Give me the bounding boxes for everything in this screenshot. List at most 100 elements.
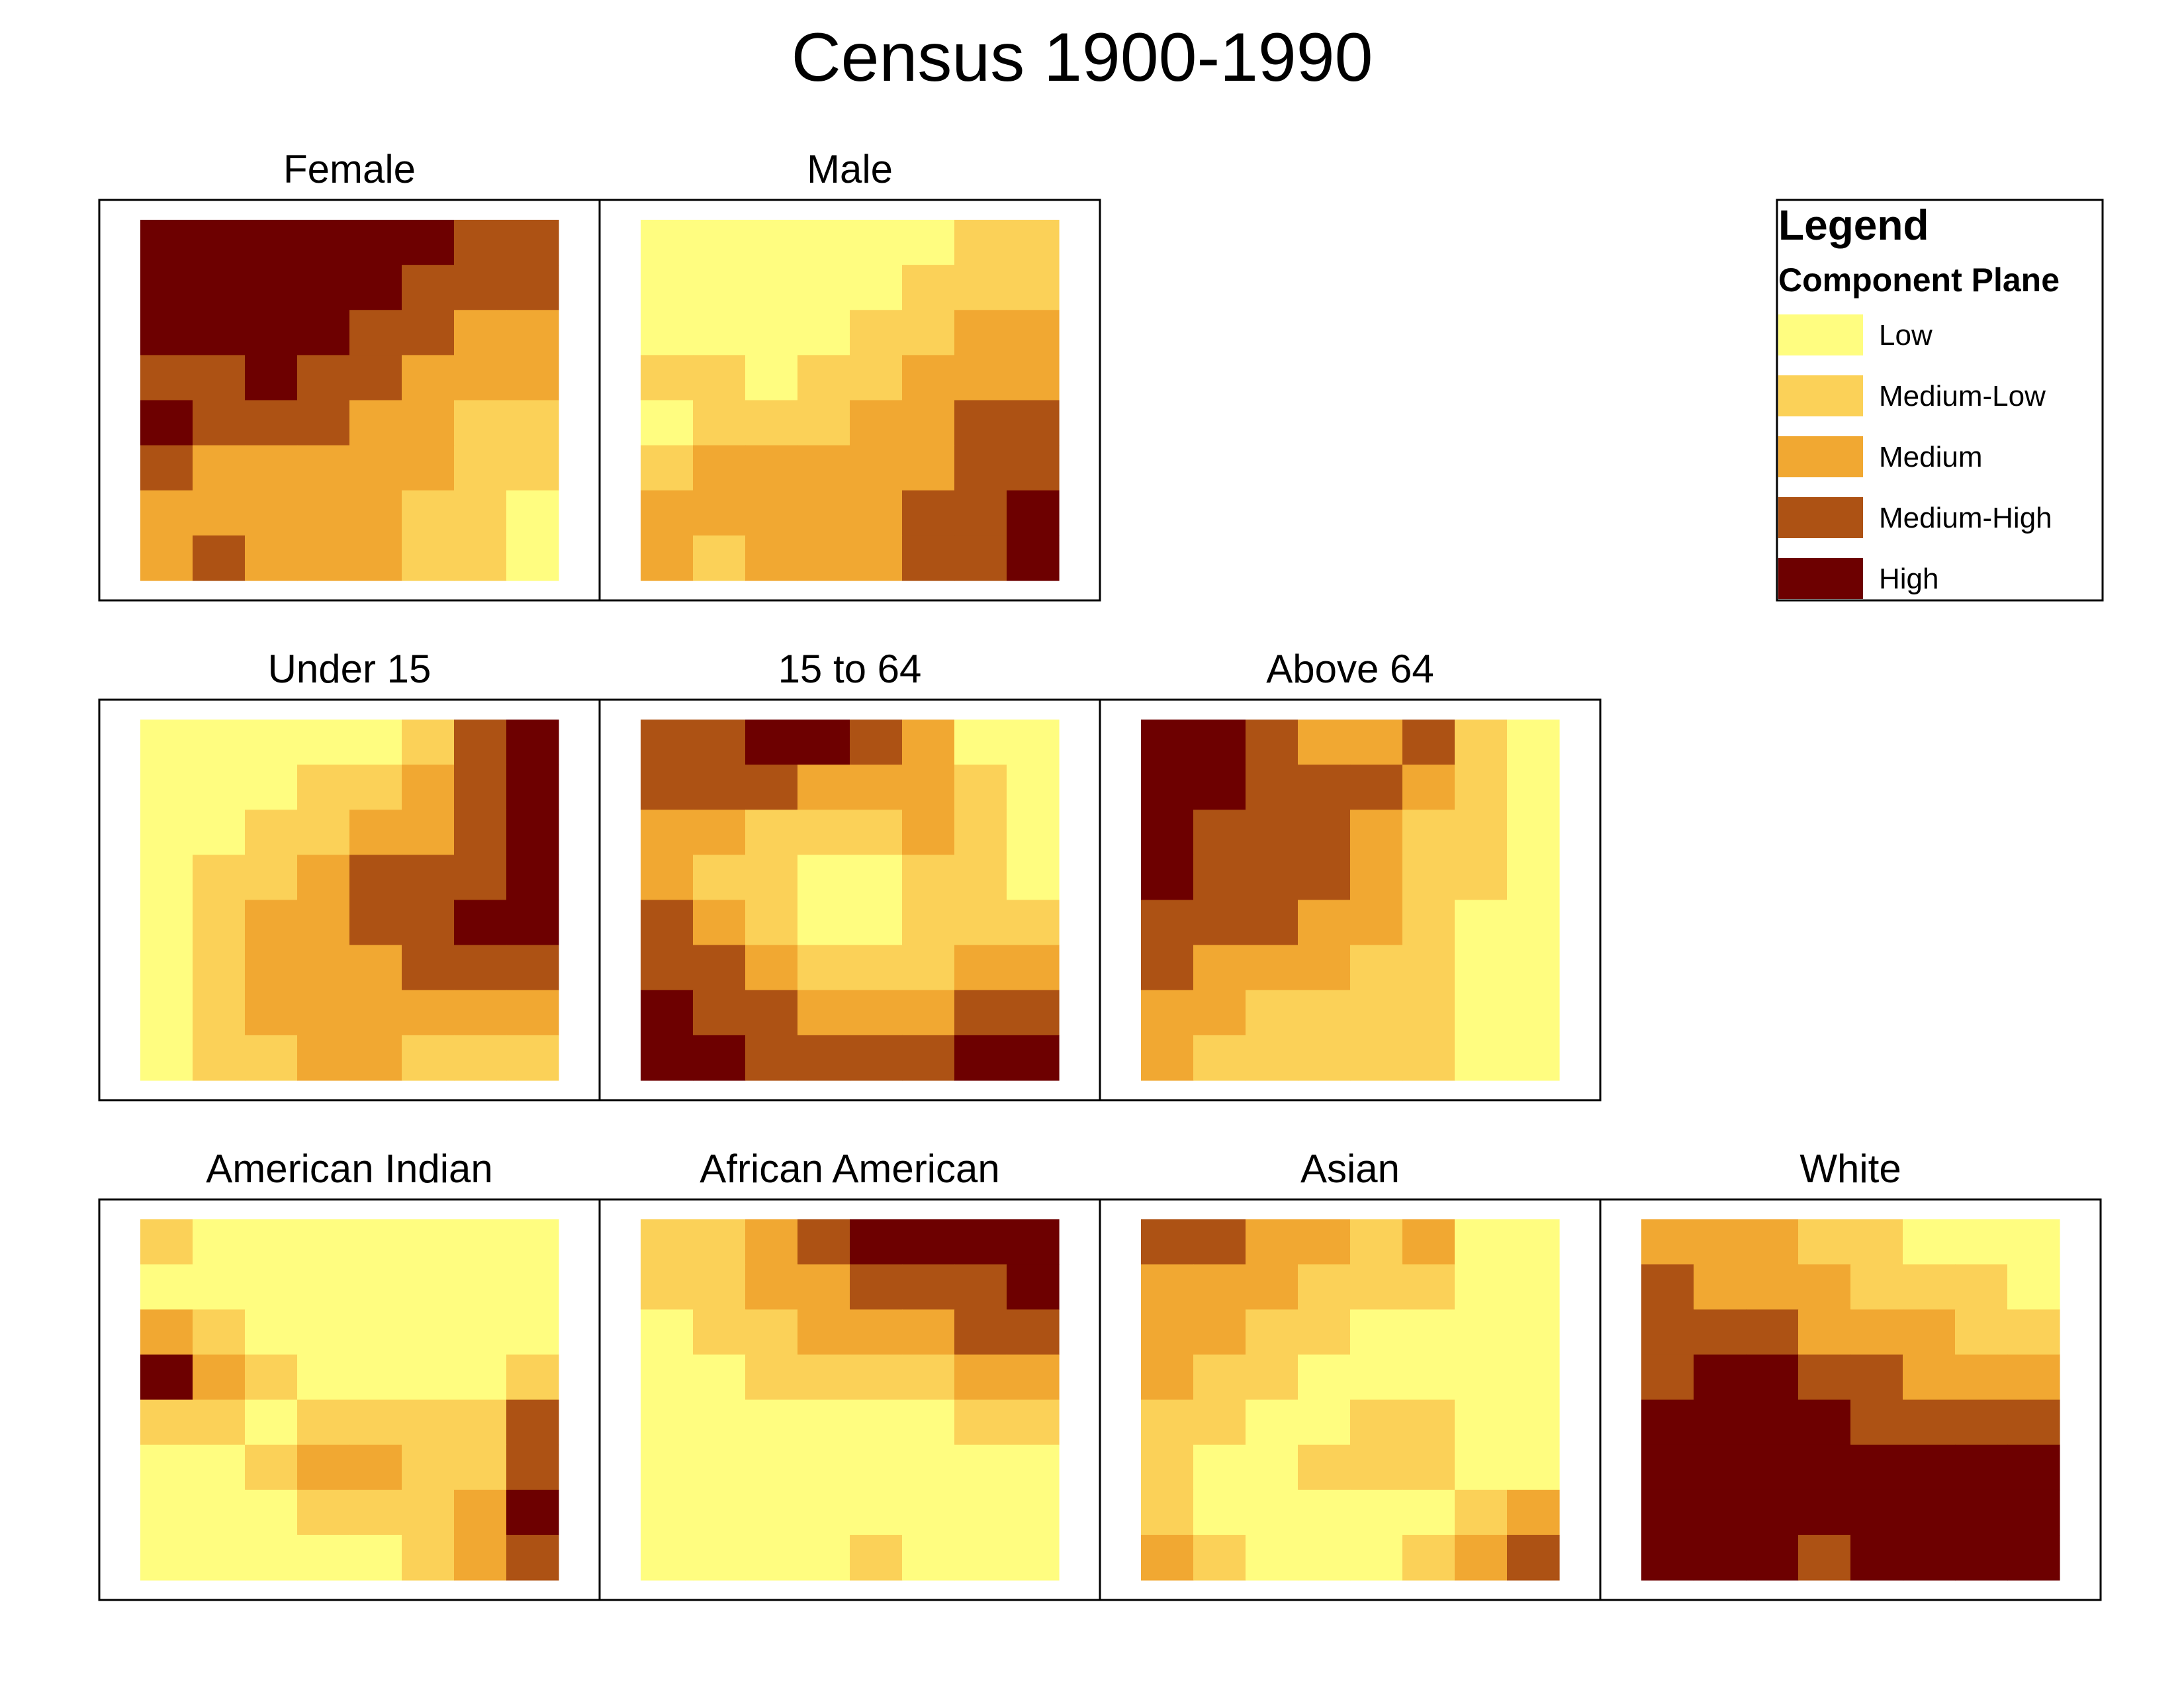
map-cell [1402, 810, 1455, 855]
map-cell [1507, 1399, 1560, 1446]
map-cell [1641, 1354, 1694, 1401]
map-cell [641, 310, 694, 355]
map-cell [745, 990, 798, 1036]
map-cell [797, 765, 850, 810]
map-cell [402, 310, 455, 355]
legend-swatch [1778, 375, 1863, 416]
map-cell [1193, 855, 1246, 901]
map-cell [1246, 720, 1298, 765]
map-cell [1193, 810, 1246, 855]
map-cell [349, 1354, 402, 1401]
map-cell [797, 720, 850, 765]
map-cell [1246, 1219, 1298, 1265]
map-cell [1507, 1309, 1560, 1355]
map-cell [745, 310, 798, 355]
map-cell [506, 945, 559, 991]
map-cell [1298, 945, 1351, 991]
map-cell [245, 310, 298, 355]
map-cell [1193, 1399, 1246, 1446]
map-cell [1455, 990, 1508, 1036]
map-cell [193, 900, 246, 946]
map-cell [693, 1444, 746, 1491]
map-cell [402, 1399, 455, 1446]
map-cell [954, 310, 1007, 355]
legend: Legend Component Plane Low Medium-Low Medi… [1776, 199, 2104, 602]
map-cell [745, 400, 798, 446]
map-cell [140, 1444, 193, 1491]
legend-swatch [1778, 436, 1863, 477]
map-cell [454, 1399, 507, 1446]
map-cell [454, 1444, 507, 1491]
map-cell [693, 535, 746, 581]
map-cell [641, 1354, 694, 1401]
map-cell [797, 535, 850, 581]
map-cell [402, 1309, 455, 1355]
map-cell [797, 855, 850, 901]
map-cell [902, 1264, 955, 1310]
map-cell [745, 490, 798, 536]
map-cell [1507, 720, 1560, 765]
component-plane-map [140, 1219, 559, 1581]
map-cell [1246, 1534, 1298, 1581]
map-cell [1455, 900, 1508, 946]
map-cell [745, 765, 798, 810]
map-cell [797, 990, 850, 1036]
legend-title: Legend [1778, 201, 1929, 249]
map-cell [140, 400, 193, 446]
map-cell [641, 900, 694, 946]
map-cell [1694, 1399, 1747, 1446]
map-cell [1350, 855, 1403, 901]
map-cell [850, 445, 903, 491]
map-cell [349, 1035, 402, 1081]
map-cell [641, 1534, 694, 1581]
map-cell [506, 1444, 559, 1491]
map-cell [641, 535, 694, 581]
map-cell [349, 355, 402, 401]
map-cell [454, 720, 507, 765]
map-cell [1955, 1264, 2008, 1310]
map-cell [402, 720, 455, 765]
map-cell [1193, 1444, 1246, 1491]
map-cell [1007, 1035, 1060, 1081]
map-cell [1641, 1489, 1694, 1536]
component-plane-map [641, 720, 1060, 1081]
map-cell [1007, 855, 1060, 901]
map-cell [641, 400, 694, 446]
map-cell [1141, 1354, 1194, 1401]
map-cell [1798, 1219, 1851, 1265]
map-cell [850, 1264, 903, 1310]
map-cell [506, 1399, 559, 1446]
map-cell [193, 945, 246, 991]
map-cell [1350, 1534, 1403, 1581]
map-cell [1402, 1399, 1455, 1446]
map-cell [140, 490, 193, 536]
map-cell [140, 445, 193, 491]
map-cell [349, 490, 402, 536]
map-cell [1246, 900, 1298, 946]
map-cell [1246, 1489, 1298, 1536]
map-cell [1746, 1264, 1799, 1310]
map-cell [1350, 1264, 1403, 1310]
map-cell [297, 990, 350, 1036]
map-cell [1298, 1219, 1351, 1265]
chart-title: Census 1900-1990 [792, 19, 1373, 96]
map-cell [1402, 1444, 1455, 1491]
map-cell [245, 1035, 298, 1081]
legend-label: Low [1879, 319, 1933, 352]
map-cell [1955, 1309, 2008, 1355]
map-cell [1746, 1534, 1799, 1581]
map-cell [1850, 1534, 1903, 1581]
map-cell [797, 220, 850, 265]
map-cell [1402, 765, 1455, 810]
map-cell [193, 1354, 246, 1401]
component-plane-map [140, 220, 559, 581]
map-cell [506, 900, 559, 946]
map-cell [193, 1399, 246, 1446]
legend-swatch [1778, 497, 1863, 538]
panel-title: Male [807, 147, 893, 191]
map-cell [797, 490, 850, 536]
map-cell [1141, 1219, 1194, 1265]
map-cell [1350, 990, 1403, 1036]
map-cell [902, 900, 955, 946]
map-cell [641, 990, 694, 1036]
